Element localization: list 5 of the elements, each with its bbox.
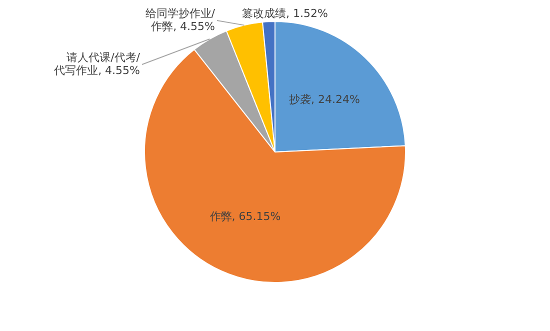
slice-label: 抄袭, 24.24% bbox=[289, 92, 360, 106]
slice-label: 请人代课/代考/代写作业, 4.55% bbox=[53, 50, 140, 77]
slice-label: 篡改成绩, 1.52% bbox=[242, 6, 328, 20]
slice-label: 给同学抄作业/作弊, 4.55% bbox=[145, 6, 216, 33]
slice-label: 作弊, 65.15% bbox=[208, 210, 281, 224]
